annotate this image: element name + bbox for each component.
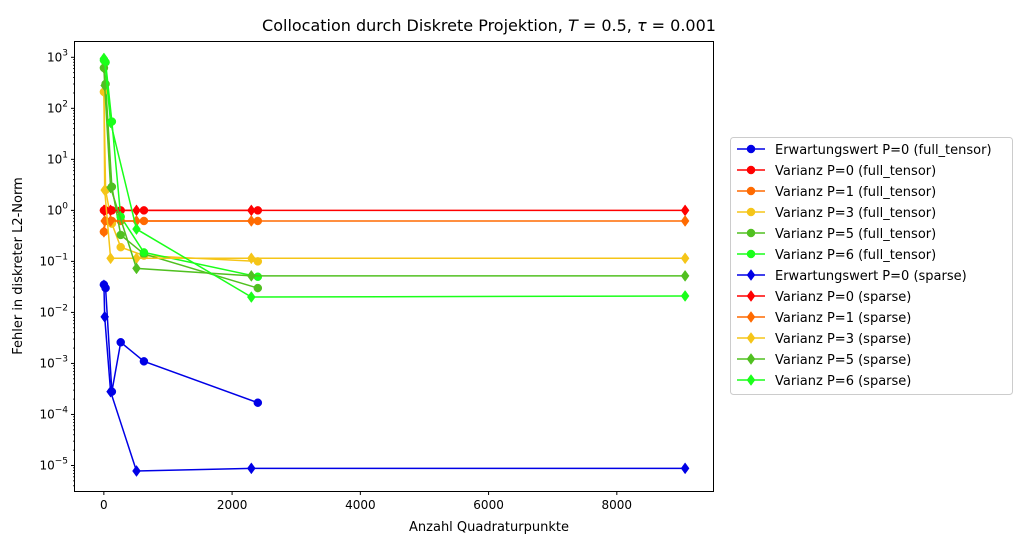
series-varianz-p-3-sparse [99, 85, 690, 265]
legend-label: Varianz P=6 (full_tensor) [775, 248, 936, 263]
legend-label: Varianz P=0 (full_tensor) [775, 164, 936, 179]
y-tick-label: 10−4 [39, 405, 68, 421]
series-erwartungswert-p-0-sparse [99, 279, 690, 477]
legend-entry: Erwartungswert P=0 (full_tensor) [737, 143, 992, 158]
data-point [99, 225, 109, 238]
legend-entry: Varianz P=1 (sparse) [737, 311, 911, 326]
legend-marker [746, 374, 756, 386]
data-point [680, 215, 690, 227]
data-point [139, 357, 149, 366]
data-point [106, 181, 115, 194]
data-point [247, 462, 256, 475]
legend-label: Varianz P=5 (sparse) [775, 353, 911, 368]
y-axis-ticks: 103 102 101 100 10−1 10−2 10−3 10−4 10−5 [39, 48, 75, 487]
x-tick-label: 4000 [345, 498, 376, 512]
plot-area [74, 41, 714, 492]
y-axis-label: Fehler in diskreter L2-Norm [11, 177, 26, 355]
legend-marker [746, 311, 756, 323]
data-point [100, 54, 109, 67]
legend-entry: Erwartungswert P=0 (sparse) [737, 269, 967, 284]
data-point [247, 215, 256, 227]
chart-title: Collocation durch Diskrete Projektion, T… [262, 16, 716, 35]
legend-label: Varianz P=1 (sparse) [775, 311, 911, 326]
data-point [139, 248, 149, 257]
legend-entry: Varianz P=5 (sparse) [737, 353, 911, 368]
data-point [680, 252, 690, 265]
legend-marker [746, 165, 756, 175]
y-tick-label: 10−3 [39, 354, 68, 370]
data-point [253, 257, 263, 266]
legend-label: Varianz P=5 (full_tensor) [775, 227, 936, 242]
data-point [253, 398, 263, 407]
data-point [132, 223, 141, 236]
data-point [247, 291, 256, 303]
y-tick-label: 10−5 [39, 456, 68, 472]
legend-marker [746, 249, 756, 259]
legend: Erwartungswert P=0 (full_tensor) Varianz … [730, 137, 1013, 395]
legend-entry: Varianz P=5 (full_tensor) [737, 227, 936, 242]
data-point [116, 242, 125, 252]
x-tick-label: 0 [100, 498, 108, 512]
legend-label: Varianz P=6 (sparse) [775, 374, 911, 389]
data-point [106, 252, 115, 265]
legend-entry: Varianz P=6 (sparse) [737, 374, 911, 389]
legend-label: Varianz P=3 (full_tensor) [775, 206, 936, 221]
legend-box [730, 137, 1013, 395]
legend-label: Varianz P=1 (full_tensor) [775, 185, 936, 200]
legend-marker [746, 186, 756, 196]
data-point [99, 279, 109, 292]
data-point [106, 385, 115, 398]
legend-marker [746, 144, 756, 154]
data-point [247, 269, 256, 282]
legend-label: Varianz P=0 (sparse) [775, 290, 911, 305]
legend-entry: Varianz P=0 (sparse) [737, 290, 911, 305]
data-point [116, 230, 125, 240]
legend-entry: Varianz P=0 (full_tensor) [737, 164, 936, 179]
legend-entry: Varianz P=3 (full_tensor) [737, 206, 936, 221]
x-tick-label: 2000 [217, 498, 248, 512]
legend-marker [746, 290, 756, 302]
legend-marker [746, 269, 756, 281]
data-point [247, 252, 256, 265]
legend-entry: Varianz P=3 (sparse) [737, 332, 911, 347]
y-tick-label: 10−1 [39, 252, 68, 268]
series-line [103, 91, 686, 260]
x-tick-label: 6000 [473, 498, 504, 512]
legend-label: Erwartungswert P=0 (sparse) [775, 269, 967, 284]
data-point [680, 269, 690, 282]
y-tick-label: 103 [47, 48, 68, 64]
data-point [680, 462, 690, 475]
series-layer [99, 52, 690, 477]
legend-marker [746, 228, 756, 238]
legend-label: Varianz P=3 (sparse) [775, 332, 911, 347]
legend-entry: Varianz P=1 (full_tensor) [737, 185, 936, 200]
data-point [100, 310, 109, 323]
legend-marker [746, 353, 756, 365]
legend-marker [746, 207, 756, 217]
x-tick-label: 8000 [602, 498, 633, 512]
data-point [106, 116, 115, 129]
legend-marker [746, 332, 756, 344]
y-tick-label: 101 [47, 150, 68, 166]
legend-label: Erwartungswert P=0 (full_tensor) [775, 143, 992, 158]
series-varianz-p-6-sparse [99, 52, 690, 303]
data-point [116, 338, 125, 347]
data-point [680, 290, 690, 302]
data-point [132, 465, 141, 477]
legend-entry: Varianz P=6 (full_tensor) [737, 248, 936, 263]
x-axis-ticks: 0 2000 4000 6000 8000 [100, 491, 632, 512]
data-point [132, 262, 141, 275]
data-point [253, 283, 263, 293]
y-tick-label: 10−2 [39, 303, 68, 319]
y-tick-label: 100 [47, 201, 68, 217]
y-tick-label: 102 [47, 99, 68, 115]
x-axis-label: Anzahl Quadraturpunkte [409, 520, 569, 535]
